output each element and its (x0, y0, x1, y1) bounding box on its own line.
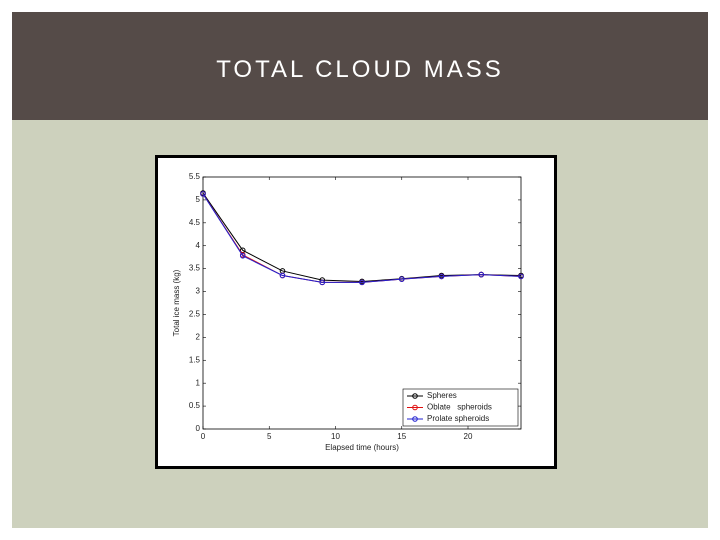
legend-marker (412, 393, 418, 399)
chart: 0 0.5 1 1.5 2 2.5 3 3.5 4 4.5 5 5.5 0 5 10 15 20 Elapsed … (155, 155, 557, 469)
legend-marker (412, 404, 418, 411)
point (398, 276, 405, 282)
y-tick-label: 5.5 (189, 172, 201, 181)
legend-label: Spheres (427, 391, 457, 400)
legend-label: Prolate spheroids (427, 414, 489, 423)
y-tick-label: 0.5 (189, 401, 201, 410)
y-tick-label: 4 (196, 241, 201, 250)
series-line (202, 193, 522, 283)
y-tick-label: 5 (196, 195, 201, 204)
y-tick-label: 0 (196, 424, 201, 433)
y-tick-label: 3.5 (189, 264, 201, 273)
y-tick-label: 2.5 (189, 310, 201, 319)
x-tick-label: 10 (331, 432, 340, 441)
point (239, 253, 246, 259)
legend-box (402, 388, 519, 427)
legend-marker (412, 416, 418, 422)
x-tick-label: 20 (464, 432, 473, 441)
y-axis-label: Total ice mass (kg) (172, 269, 181, 336)
point (319, 279, 326, 286)
y-tick-label: 4.5 (189, 218, 201, 227)
header: TOTAL CLOUD MASS (12, 12, 708, 120)
point (279, 272, 286, 279)
legend-label: Oblate spheroids (427, 403, 492, 412)
point (359, 279, 365, 286)
point (478, 271, 485, 278)
y-tick-label: 2 (196, 332, 201, 341)
point (438, 273, 445, 280)
point (200, 191, 206, 197)
x-tick-label: 0 (201, 432, 206, 441)
point (518, 273, 524, 280)
y-tick-label: 1 (196, 378, 201, 387)
x-tick-label: 15 (397, 432, 406, 441)
x-axis-label: Elapsed time (hours) (325, 443, 399, 452)
plot-box (202, 176, 522, 430)
y-tick-label: 1.5 (189, 355, 201, 364)
slide-title: TOTAL CLOUD MASS (216, 56, 504, 83)
y-tick-label: 3 (196, 287, 201, 296)
x-tick-label: 5 (267, 432, 272, 441)
